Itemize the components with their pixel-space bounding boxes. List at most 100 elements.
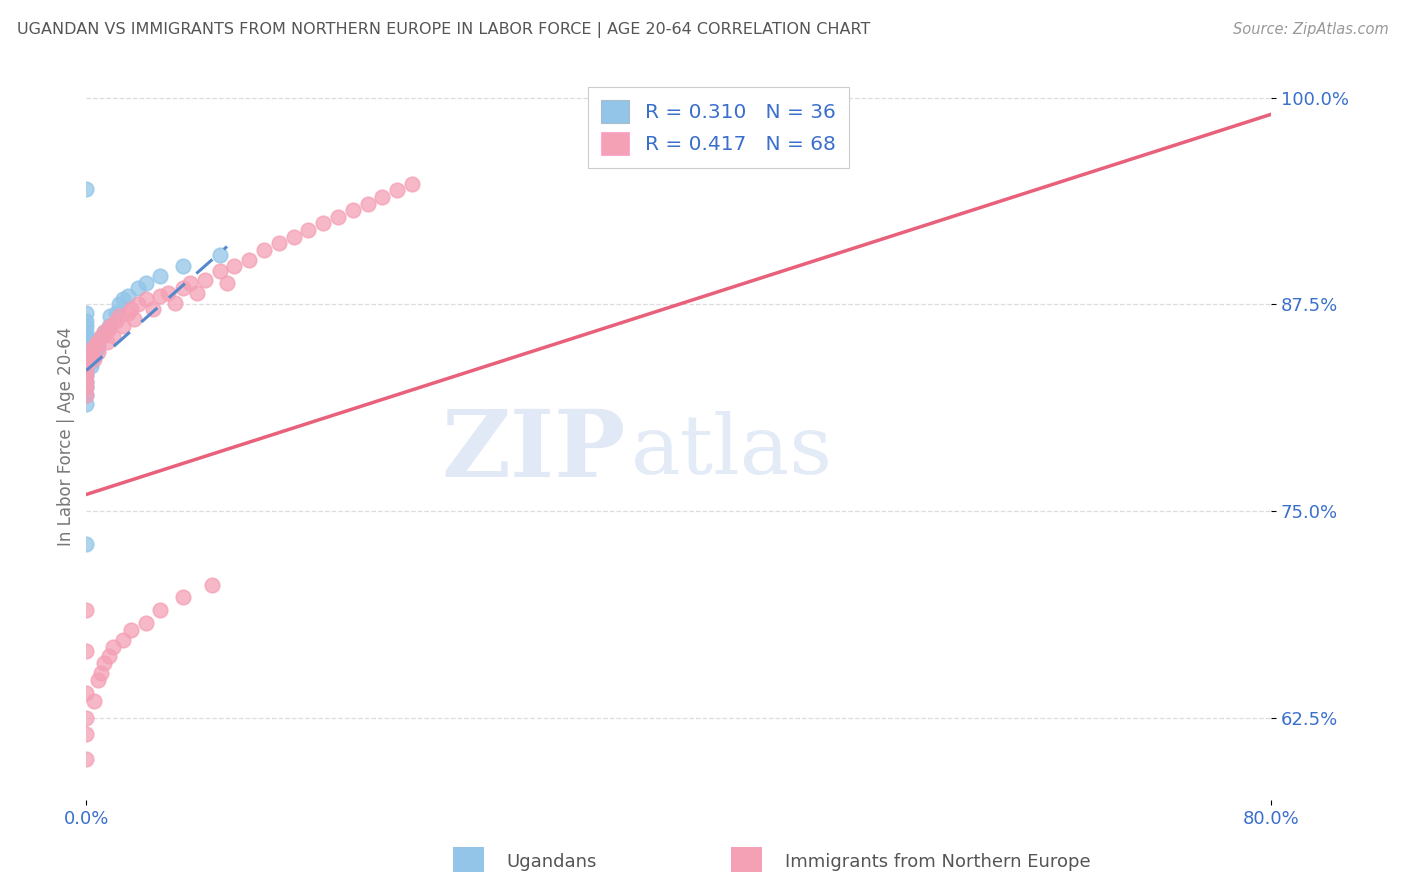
Point [208, 264, 231, 278]
Point [326, 210, 349, 224]
Point [75, 380, 97, 394]
Point [87, 673, 110, 687]
Point [179, 276, 201, 290]
Point [117, 305, 139, 319]
Point [93, 656, 115, 670]
Point [149, 289, 172, 303]
Point [75, 330, 97, 344]
Text: Ugandans: Ugandans [506, 853, 596, 871]
Point [201, 578, 224, 592]
Point [98, 309, 121, 323]
Point [112, 632, 135, 647]
Point [101, 328, 124, 343]
Point [127, 281, 149, 295]
Point [75, 318, 97, 333]
Point [172, 260, 194, 274]
Point [387, 183, 409, 197]
Point [75, 710, 97, 724]
Point [83, 694, 105, 708]
Point [120, 623, 142, 637]
Point [97, 649, 120, 664]
Point [82, 342, 104, 356]
Point [117, 289, 139, 303]
Point [98, 318, 121, 333]
Point [156, 285, 179, 300]
Point [135, 293, 157, 307]
Y-axis label: In Labor Force | Age 20-64: In Labor Force | Age 20-64 [58, 327, 75, 546]
Point [90, 665, 112, 680]
Text: Immigrants from Northern Europe: Immigrants from Northern Europe [785, 853, 1090, 871]
Point [97, 318, 120, 333]
Point [371, 190, 394, 204]
Point [120, 302, 142, 317]
Point [101, 640, 124, 654]
Text: ZIP: ZIP [441, 406, 626, 496]
Point [93, 326, 115, 340]
Bar [731, 847, 762, 872]
Point [297, 223, 319, 237]
Point [75, 335, 97, 350]
Point [75, 396, 97, 410]
Point [75, 342, 97, 356]
Point [342, 203, 364, 218]
Point [83, 351, 105, 365]
Point [238, 252, 260, 267]
Point [135, 276, 157, 290]
Point [90, 330, 112, 344]
Point [80, 359, 103, 373]
Point [82, 351, 104, 366]
Point [357, 196, 380, 211]
Point [75, 603, 97, 617]
Point [75, 355, 97, 369]
Point [93, 326, 115, 340]
Point [87, 339, 110, 353]
Text: atlas: atlas [631, 411, 834, 491]
Point [215, 276, 238, 290]
Point [75, 380, 97, 394]
Point [75, 537, 97, 551]
Point [165, 295, 187, 310]
Point [149, 603, 172, 617]
Point [122, 312, 145, 326]
Point [75, 368, 97, 383]
Point [87, 345, 110, 359]
Point [75, 686, 97, 700]
Point [83, 351, 105, 366]
Point [75, 326, 97, 340]
Bar [453, 847, 484, 872]
Point [149, 269, 172, 284]
Point [75, 347, 97, 361]
Point [127, 297, 149, 311]
Point [112, 318, 135, 333]
Point [104, 305, 127, 319]
Point [142, 302, 165, 317]
Point [108, 309, 131, 323]
Point [112, 293, 135, 307]
Point [172, 590, 194, 604]
Point [186, 285, 208, 300]
Point [96, 335, 118, 350]
Point [194, 272, 217, 286]
Point [75, 368, 97, 383]
Point [224, 260, 246, 274]
Point [80, 347, 103, 361]
Point [86, 342, 108, 356]
Point [253, 243, 276, 257]
Point [75, 727, 97, 741]
Point [86, 335, 108, 350]
Point [104, 314, 127, 328]
Point [84, 339, 107, 353]
Point [75, 644, 97, 658]
Point [97, 322, 120, 336]
Point [401, 177, 423, 191]
Point [283, 229, 305, 244]
Point [83, 347, 105, 361]
Point [75, 388, 97, 402]
Text: Source: ZipAtlas.com: Source: ZipAtlas.com [1233, 22, 1389, 37]
Point [75, 375, 97, 389]
Point [267, 236, 290, 251]
Point [108, 297, 131, 311]
Point [75, 359, 97, 373]
Point [312, 216, 335, 230]
Point [172, 281, 194, 295]
